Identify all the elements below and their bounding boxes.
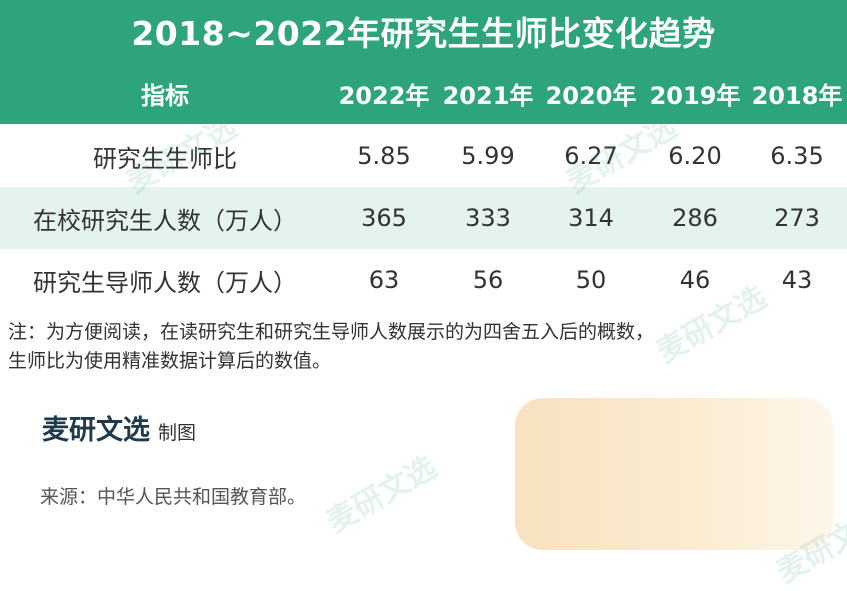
table-cell: 5.99	[461, 142, 515, 170]
table-cell: 46	[679, 266, 711, 294]
row-label: 研究生导师人数（万人）	[33, 268, 297, 297]
table-cell: 273	[774, 204, 820, 232]
table-header-row: 指标 2022年 2021年 2020年 2019年 2018年	[0, 62, 847, 124]
source-credit: 来源：中华人民共和国教育部。	[40, 486, 307, 508]
brand-credit: 麦研文选 制图	[42, 408, 196, 447]
table-cell: 6.27	[564, 142, 618, 170]
table-row: 在校研究生人数（万人） 365 333 314 286 273	[0, 187, 847, 249]
table-cell: 63	[368, 266, 400, 294]
table-row: 研究生生师比 5.85 5.99 6.27 6.20 6.35	[0, 125, 847, 187]
header-year-2022: 2022年	[338, 81, 430, 110]
table-cell: 286	[672, 204, 718, 232]
table-cell: 5.85	[357, 142, 411, 170]
row-label: 在校研究生人数（万人）	[33, 206, 297, 235]
table-cell: 333	[465, 204, 511, 232]
table-row: 研究生导师人数（万人） 63 56 50 46 43	[0, 249, 847, 311]
row-label: 研究生生师比	[93, 144, 237, 173]
brand-name: 麦研文选	[42, 415, 150, 446]
table-cell: 56	[472, 266, 504, 294]
header-year-2021: 2021年	[442, 81, 534, 110]
footnote: 注：为方便阅读，在读研究生和研究生导师人数展示的为四舍五入后的概数， 生师比为使…	[8, 318, 838, 376]
table-cell: 50	[575, 266, 607, 294]
watermark: 麦研文选	[321, 449, 443, 541]
header-year-2020: 2020年	[545, 81, 637, 110]
footnote-line: 生师比为使用精准数据计算后的数值。	[8, 350, 332, 372]
header-indicator: 指标	[141, 81, 189, 110]
header-year-2019: 2019年	[649, 81, 741, 110]
page-title-text: 2018~2022年研究生生师比变化趋势	[131, 14, 716, 53]
table-cell: 6.20	[668, 142, 722, 170]
page-title: 2018~2022年研究生生师比变化趋势	[0, 0, 847, 62]
decorative-shape	[515, 398, 833, 550]
brand-suffix: 制图	[158, 422, 197, 444]
table-cell: 365	[361, 204, 407, 232]
table-cell: 6.35	[770, 142, 824, 170]
footnote-line: 注：为方便阅读，在读研究生和研究生导师人数展示的为四舍五入后的概数，	[8, 321, 655, 343]
header-year-2018: 2018年	[751, 81, 843, 110]
table-cell: 43	[781, 266, 813, 294]
table-cell: 314	[568, 204, 614, 232]
